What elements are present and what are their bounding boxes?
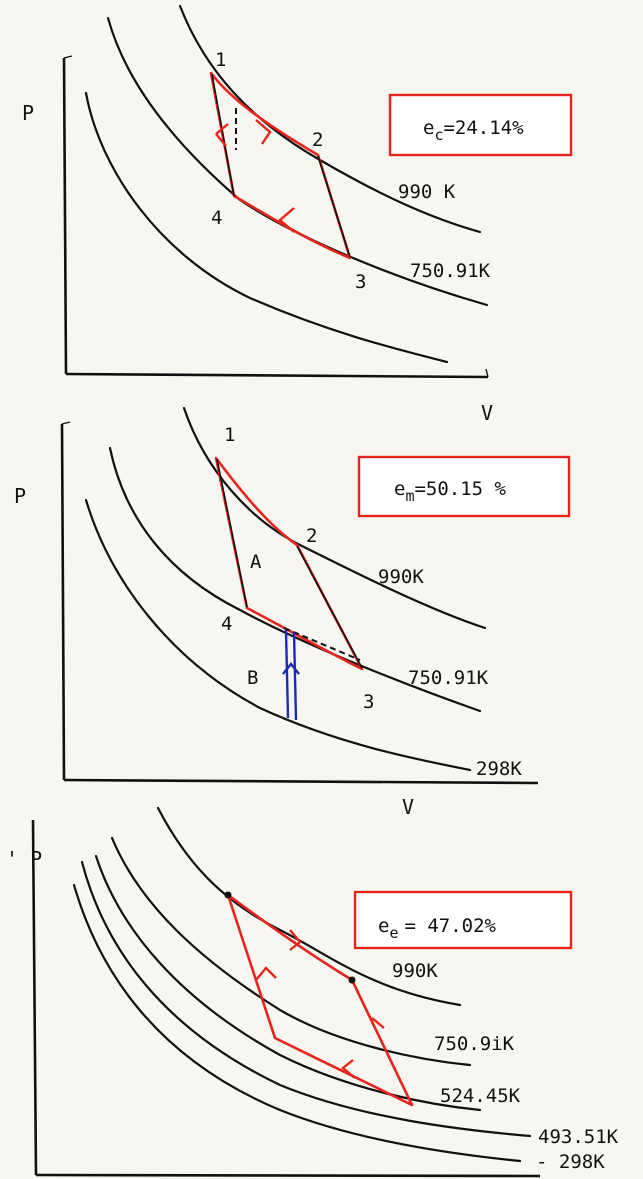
panel-3-isotherm-label-494: 493.51K: [538, 1126, 619, 1148]
panel-2-region-b: B: [247, 667, 258, 689]
panel-3-arrow-right: [371, 1017, 385, 1029]
panel-3-y-label: ' P: [6, 847, 42, 871]
panel-2-return-arrow: [282, 662, 300, 675]
panel-1-efficiency-box: [388, 93, 573, 157]
panel-1-arrow-1-2: [255, 119, 272, 145]
panel-3-efficiency: ee = 47.02%: [378, 915, 497, 942]
panel-3-isotherm-label-990: 990K: [392, 960, 438, 982]
panel-1-x-label: V: [481, 401, 493, 425]
panel-1-point-2: 2: [312, 129, 323, 151]
panel-1-y-label: P: [22, 101, 34, 125]
panel-3-efficiency-box: [353, 890, 573, 950]
panel-3-isotherm-label-524: 524.45K: [440, 1085, 521, 1107]
panel-3-arrow-top: [289, 929, 302, 951]
panel-3-isotherm-990: [156, 806, 462, 1007]
panel-2-point-1: 1: [224, 424, 235, 446]
panel-3-y-axis: [31, 819, 38, 1176]
panel-2-x-axis: [63, 778, 539, 785]
panel-2-isotherm-label-990: 990K: [378, 566, 424, 588]
panel-3-isotherm-label-751: 750.9iK: [434, 1033, 515, 1055]
panel-1-cycle-edge: [211, 73, 351, 258]
panel-2-dashed-guide: [283, 627, 361, 661]
panel-1-efficiency: ec=24.14%: [423, 117, 524, 144]
panel-3-cycle: [226, 893, 414, 1107]
panel-1-isotherm-label-751: 750.91K: [410, 260, 491, 282]
panel-2-y-label: P: [14, 484, 26, 508]
panel-2-efficiency: em=50.15 %: [394, 478, 507, 505]
panel-2-isotherm-990: [108, 446, 482, 713]
panel-2-isotherm-label-298: 298K: [476, 758, 522, 780]
panel-3-isotherm-298: [72, 883, 522, 1163]
panel-1-isotherm-751: [84, 91, 449, 364]
panel-2: 1 2 3 4 A B 990K 750.91K 298K P V em=50.…: [14, 406, 571, 819]
panel-2-region-a: A: [250, 551, 262, 573]
panel-1-cycle: [209, 71, 352, 260]
panel-1-point-4: 4: [211, 207, 222, 229]
panel-2-isotherm-label-751: 750.91K: [408, 667, 489, 689]
panel-2-efficiency-box: [357, 455, 571, 518]
panel-1-y-tick: [63, 55, 73, 59]
panel-2-x-label: V: [402, 795, 414, 819]
panel-3-arrow-bottom: [341, 1059, 356, 1079]
panel-2-isotherm-298: [84, 498, 472, 772]
panel-2-y-axis: [60, 423, 66, 781]
panel-1: 1 2 3 4 990 K 750.91K P V ec=24.14%: [22, 4, 573, 425]
panel-2-y-tick: [61, 421, 71, 425]
panel-1-point-3: 3: [355, 271, 366, 293]
panel-2-return-path: [284, 629, 298, 721]
panel-2-point-2: 2: [306, 525, 317, 547]
panel-3-isotherm-494: [80, 860, 532, 1138]
panel-3: 990K 750.9iK 524.45K 493.51K - 298K ' P …: [6, 806, 619, 1178]
panel-3-arrow-left: [255, 966, 277, 981]
panel-2-point-4: 4: [221, 613, 232, 635]
panel-3-state-point-1: [224, 891, 232, 899]
panel-1-arrow-4-3: [278, 207, 295, 233]
panel-3-isotherm-751: [110, 836, 472, 1067]
panel-1-arrow-4-1: [215, 123, 229, 147]
panel-2-cycle: [214, 456, 364, 671]
panel-1-isotherm-label-990: 990 K: [398, 181, 456, 203]
panel-2-cycle-edge: [216, 458, 363, 669]
panel-3-state-point-2: [348, 976, 356, 984]
panel-1-point-1: 1: [215, 49, 226, 71]
panel-2-isotherm-top: [182, 406, 487, 630]
panel-1-x-tick: [485, 368, 489, 378]
panel-3-isotherm-label-298: - 298K: [536, 1151, 605, 1173]
panel-2-point-3: 3: [363, 691, 374, 713]
panel-3-x-axis: [35, 1173, 541, 1178]
panel-3-isotherm-524: [94, 854, 482, 1112]
panel-1-x-axis: [65, 372, 489, 379]
panel-1-y-axis: [62, 57, 68, 375]
